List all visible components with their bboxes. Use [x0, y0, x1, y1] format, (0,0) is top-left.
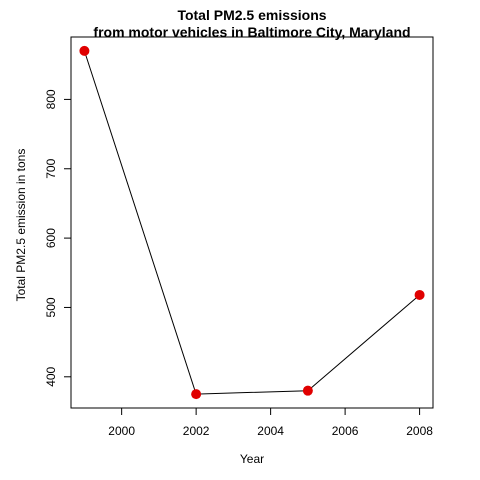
data-point: [191, 389, 202, 400]
y-axis-label: Total PM2.5 emission in tons: [14, 149, 28, 302]
y-tick-label: 600: [44, 228, 58, 248]
x-tick-label: 2002: [183, 424, 210, 438]
y-tick-label: 400: [44, 366, 58, 386]
x-tick-label: 2008: [406, 424, 433, 438]
x-axis-label: Year: [240, 452, 264, 466]
data-point: [414, 289, 425, 300]
x-tick-label: 2004: [257, 424, 284, 438]
y-axis: 400 500 600 700 800: [44, 89, 71, 387]
y-tick-label: 500: [44, 297, 58, 317]
x-tick-label: 2006: [332, 424, 359, 438]
data-points: [79, 45, 425, 400]
data-point: [79, 45, 90, 56]
x-axis: 2000 2002 2004 2006 2008: [108, 408, 433, 438]
series-line: [83, 50, 420, 395]
plot-frame: [70, 36, 434, 409]
y-tick-label: 700: [44, 158, 58, 178]
x-tick-label: 2000: [108, 424, 135, 438]
chart-title-line-2: from motor vehicles in Baltimore City, M…: [93, 24, 410, 40]
chart-title-line-1: Total PM2.5 emissions: [177, 7, 326, 23]
data-point: [302, 385, 313, 396]
y-tick-label: 800: [44, 89, 58, 109]
